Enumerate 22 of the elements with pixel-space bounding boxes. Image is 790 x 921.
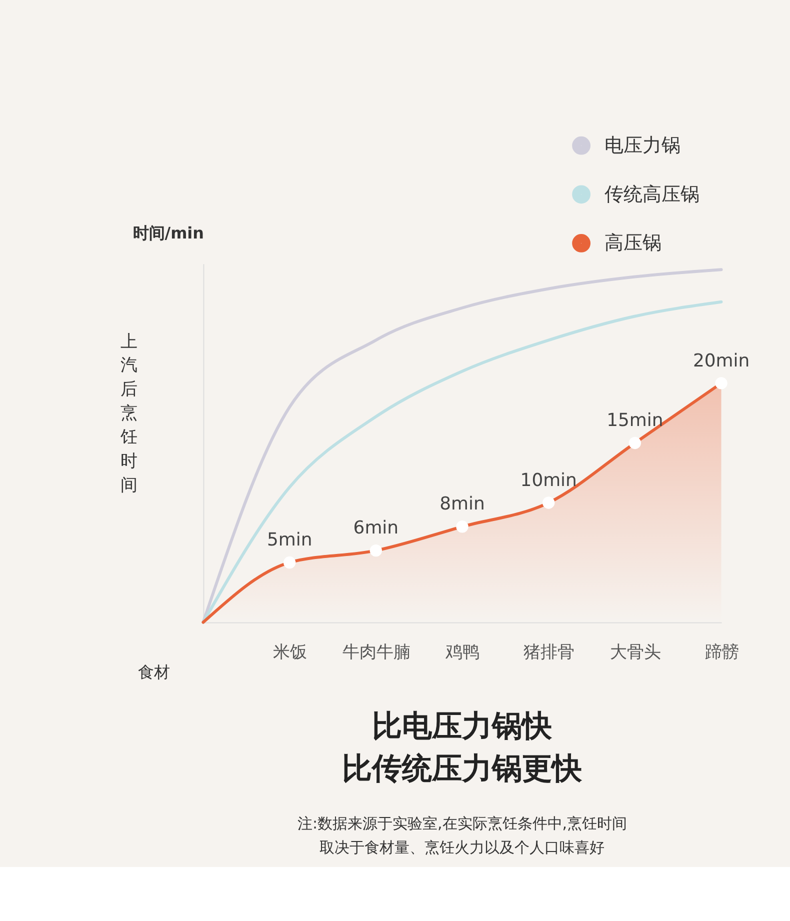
x-tick-label: 鸡鸭 [444,642,480,662]
data-label: 10min [520,470,577,491]
x-tick-label: 米饭 [273,642,308,662]
legend-label: 高压锅 [604,232,662,254]
legend-label: 电压力锅 [604,134,681,157]
x-tick-label: 牛肉牛腩 [342,642,410,662]
text: 比传统压力锅更快 [342,752,584,787]
x-tick-label: 大骨头 [610,642,661,662]
text: 时间/min [132,224,204,243]
data-label: 8min [440,494,485,515]
legend-label: 传统高压锅 [604,183,700,206]
text: 注:数据来源于实验室,在实际烹饪条件中,烹饪时间 [297,814,628,832]
text: 取决于食材量、烹饪火力以及个人口味喜好 [320,838,605,856]
y-axis-title: 上汽后烹饪时间 [120,330,138,494]
data-label: 20min [692,350,750,372]
x-tick-label: 猪排骨 [524,642,575,662]
data-label: 6min [353,518,399,539]
data-label: 5min [266,530,312,551]
x-tick-label: 蹄髈 [704,642,739,662]
data-label: 15min [606,410,664,432]
x-axis-title: 食材 [138,662,170,682]
text: 比电压力锅快 [372,708,554,744]
